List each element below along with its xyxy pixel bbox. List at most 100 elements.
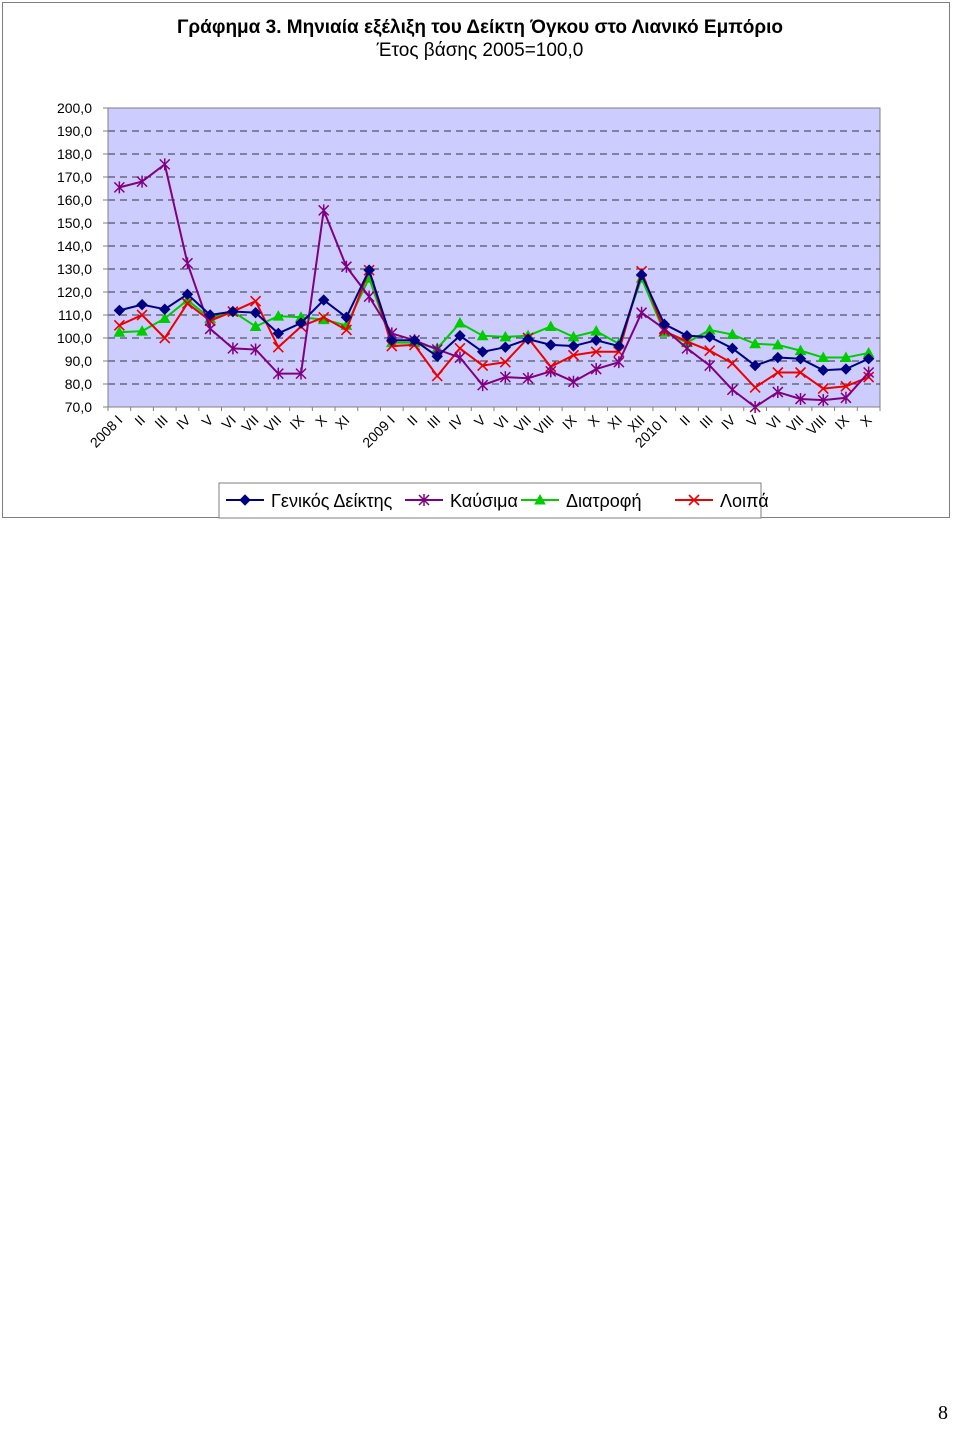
x-tick-label: VI	[763, 412, 784, 433]
data-point	[749, 359, 761, 372]
data-point	[772, 351, 784, 364]
data-point	[545, 365, 557, 378]
x-tick-label: II	[131, 412, 148, 429]
series-4	[113, 264, 875, 395]
data-point	[794, 392, 807, 405]
chart-subtitle: Έτος βάσης 2005=100,0	[376, 40, 584, 61]
data-point	[113, 304, 126, 317]
series-line	[119, 275, 869, 359]
data-point	[726, 357, 738, 369]
data-point	[363, 290, 375, 303]
data-point	[703, 331, 716, 343]
data-point	[499, 356, 511, 368]
data-point	[476, 329, 489, 341]
data-point	[794, 352, 807, 365]
series-layer	[113, 158, 875, 413]
series-1	[113, 264, 875, 376]
x-tick-label: III	[696, 412, 716, 432]
data-point	[817, 351, 830, 363]
chart-title: Γράφημα 3. Μηνιαία εξέλιξη του Δείκτη Όγ…	[177, 17, 783, 38]
y-tick-label: 110,0	[58, 307, 92, 323]
data-point	[386, 334, 398, 347]
data-point	[534, 493, 546, 505]
data-point	[136, 325, 148, 336]
data-point	[181, 257, 194, 270]
data-point	[227, 305, 239, 318]
data-point	[794, 366, 807, 379]
data-point	[840, 363, 852, 375]
data-point	[749, 337, 761, 349]
data-point	[159, 158, 171, 171]
x-tick-label: IX	[286, 411, 307, 432]
x-tick-label: IV	[173, 411, 194, 432]
data-point	[681, 342, 693, 355]
y-tick-label: 170,0	[57, 169, 92, 185]
data-point	[499, 341, 512, 353]
x-tick-label: VII	[511, 412, 534, 435]
y-tick-label: 70,0	[65, 399, 92, 415]
legend-label: Γενικός Δείκτης	[271, 491, 393, 511]
data-point	[749, 381, 761, 394]
x-tick-label: VII	[261, 412, 284, 435]
data-point	[863, 366, 875, 379]
data-point	[817, 364, 829, 376]
x-tick-label: V	[471, 411, 489, 429]
x-tick-label: VIII	[531, 412, 557, 438]
data-point	[454, 329, 466, 342]
data-point	[704, 345, 716, 357]
x-tick-label: X	[857, 411, 875, 429]
data-point	[567, 340, 580, 352]
data-point	[567, 349, 580, 361]
data-point	[704, 359, 716, 372]
x-tick-label: VIII	[803, 412, 829, 438]
data-point	[386, 340, 398, 352]
data-point	[726, 342, 739, 355]
x-tick-label: X	[584, 411, 602, 429]
data-point	[499, 330, 512, 342]
data-point	[249, 320, 262, 331]
x-tick-label: X	[312, 411, 330, 429]
data-point	[136, 298, 148, 311]
data-point	[688, 494, 700, 506]
data-point	[454, 342, 466, 354]
data-point	[635, 269, 648, 281]
data-point	[544, 320, 557, 331]
legend: Γενικός Δείκτης Καύσιμα Διατροφή Λοιπά	[218, 482, 769, 519]
x-tick-label: VI	[218, 412, 239, 433]
x-tick-label: II	[676, 412, 693, 429]
data-point	[181, 297, 194, 310]
x-tick-label: IX	[559, 411, 580, 432]
y-tick-label: 130,0	[57, 261, 92, 277]
data-point	[239, 494, 251, 506]
page-number: 8	[938, 1402, 948, 1424]
legend-label: Λοιπά	[720, 491, 769, 511]
x-axis: 2008 I II III IV V VI VII VII IX X XI 2009 I II III IV…	[87, 406, 881, 451]
data-point	[158, 312, 171, 323]
data-point	[204, 322, 216, 335]
y-tick-label: 140,0	[57, 238, 92, 254]
data-point	[590, 334, 602, 347]
y-tick-label: 150,0	[57, 215, 92, 231]
data-point	[522, 372, 534, 385]
data-point	[840, 380, 852, 392]
y-tick-label: 160,0	[57, 192, 92, 208]
data-point	[477, 379, 489, 392]
plot-area	[107, 107, 881, 408]
data-point	[522, 333, 534, 345]
series-line	[119, 267, 870, 372]
data-point	[613, 356, 625, 369]
data-point	[454, 317, 466, 328]
data-point	[295, 367, 307, 380]
x-tick-label: VII	[783, 412, 806, 435]
data-point	[840, 351, 852, 363]
series-line	[118, 267, 870, 390]
legend-label: Διατροφή	[566, 491, 641, 511]
data-point	[272, 327, 285, 340]
data-point	[749, 401, 761, 413]
data-point	[567, 375, 580, 388]
x-tick-label: IV	[445, 411, 466, 432]
data-point	[272, 367, 284, 380]
data-point	[272, 341, 284, 353]
x-tick-label: 2009 I	[359, 412, 398, 451]
data-point	[204, 309, 216, 321]
